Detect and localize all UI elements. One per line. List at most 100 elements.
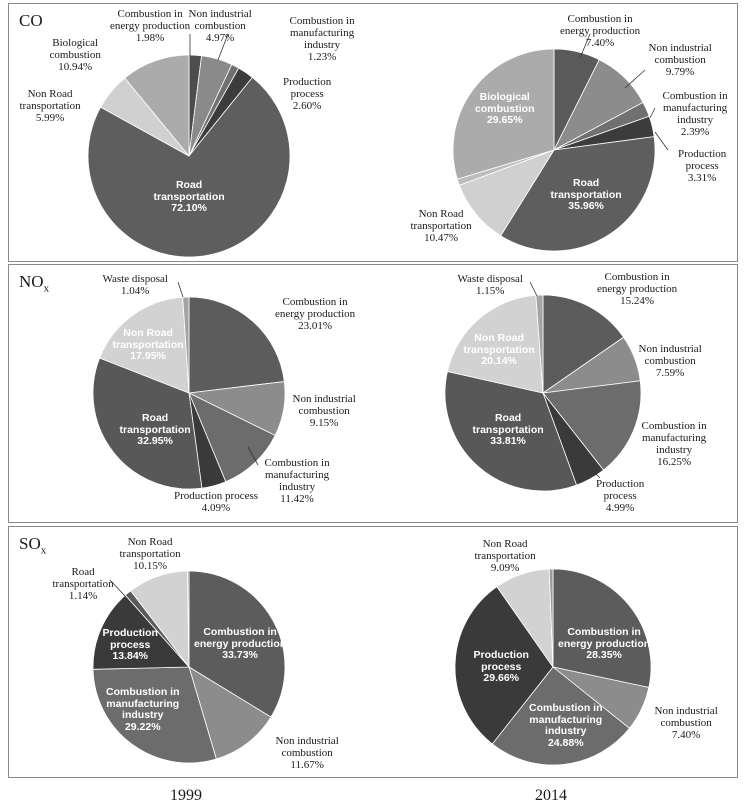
pie-slice-non-industrial-combustion: [188, 666, 272, 760]
slice-label-value: 4.99%: [605, 502, 635, 514]
slice-label-name: Production process: [678, 148, 727, 172]
pie-slice-combustion-in-manufacturing-industry: [491, 666, 631, 766]
slice-label-name: Road transportation: [52, 566, 114, 590]
slice-label-production-process: Production process 3.31%: [678, 148, 726, 184]
slice-label-value: 1.23%: [307, 51, 337, 63]
pie-slice-production-process: [92, 594, 190, 670]
slice-label-value: 7.59%: [655, 367, 685, 379]
slice-label-name: Combustion in manufacturing industry: [264, 457, 330, 493]
slice-label-combustion-in-manufacturing-industry: Combustion in manufacturing industry 16.25%: [642, 420, 707, 468]
pie-nox-2014: [444, 281, 642, 492]
pollutant-title-nox: NOx: [19, 272, 50, 295]
pie-slice-combustion-in-energy-production: [188, 570, 286, 718]
pie-slice-waste-disposal: [535, 294, 544, 394]
slice-label-value: 29.65%: [486, 114, 523, 126]
slice-label-name: Production process: [596, 478, 645, 502]
pie-co-2014: [452, 33, 669, 252]
slice-label-combustion-in-energy-production: Combustion in energy production 7.40%: [560, 13, 640, 49]
slice-label-combustion-in-manufacturing-industry: Combustion in manufacturing industry 1.23%: [290, 15, 355, 63]
slice-label-non-road-transportation: Non Road transportation 5.99%: [20, 88, 81, 124]
slice-label-name: Combustion in energy production: [597, 271, 678, 295]
slice-label-name: Biological combustion: [475, 91, 535, 115]
slice-label-name: Road transportation: [550, 177, 622, 201]
pie-slice-waste-disposal: [182, 296, 190, 394]
pie-slice-combustion-in-manufacturing-industry: [188, 392, 276, 483]
slice-label-name: Non industrial combustion: [275, 735, 339, 759]
slice-label-production-process: Production process 4.09%: [174, 490, 258, 514]
slice-label-combustion-in-manufacturing-industry: Combustion in manufacturing industry 2.39%: [663, 90, 728, 138]
pie-nox-1999: [92, 281, 286, 490]
slice-label-value: 10.94%: [58, 61, 93, 73]
pie-slice-combustion-in-energy-production: [542, 294, 625, 394]
pie-slice-other: [548, 568, 554, 668]
slice-label-value: 9.15%: [309, 417, 339, 429]
slice-label-name: Combustion in energy production: [558, 626, 651, 650]
co-panel: CO: [8, 3, 738, 262]
slice-label-combustion-in-energy-production: Combustion in energy production 23.01%: [275, 296, 355, 332]
slice-label-waste-disposal: Waste disposal 1.04%: [103, 273, 168, 297]
slice-label-name: Combustion in manufacturing industry: [529, 702, 603, 737]
slice-label-value: 9.09%: [490, 562, 520, 574]
leader-line: [109, 579, 126, 597]
leader-line: [624, 69, 646, 89]
pie-slice-production-process: [454, 586, 554, 745]
slice-label-non-road-transportation: Non Road transportation 10.47%: [411, 208, 472, 244]
slice-label-value: 32.95%: [137, 435, 173, 447]
slice-label-value: 16.25%: [657, 456, 691, 468]
leader-line: [177, 281, 184, 298]
slice-label-value: 20.14%: [481, 355, 517, 367]
slice-label-name: Non industrial combustion: [654, 705, 718, 729]
slice-label-combustion-in-energy-production: Combustion in energy production 28.35%: [558, 626, 651, 662]
pie-slice-non-road-transportation: [446, 294, 544, 394]
slice-label-value: 5.99%: [35, 112, 65, 124]
slice-label-name: Production process: [283, 76, 332, 100]
slice-label-value: 29.66%: [483, 672, 520, 684]
pie-slice-biological-combustion: [124, 54, 190, 158]
slice-label-combustion-in-energy-production: Combustion in energy production 1.98%: [110, 8, 190, 44]
slice-label-name: Non Road transportation: [474, 538, 536, 562]
slice-label-name: Non Road transportation: [19, 88, 81, 112]
slice-label-value: 33.73%: [222, 649, 258, 661]
leader-line: [654, 131, 669, 151]
slice-label-name: Combustion in manufacturing industry: [106, 686, 180, 721]
pie-sox-1999: [92, 570, 286, 764]
slice-label-value: 23.01%: [298, 320, 333, 332]
slice-label-non-industrial-combustion: Non industrial combustion 4.97%: [189, 8, 252, 44]
slice-label-value: 35.96%: [568, 200, 604, 212]
slice-label-name: Waste disposal: [457, 273, 523, 285]
pie-slice-non-road-transportation: [99, 296, 190, 394]
slice-label-name: Combustion in energy production: [194, 626, 287, 650]
year-label-1999: 1999: [170, 787, 202, 804]
slice-label-non-road-transportation: Non Road transportation 20.14%: [463, 332, 535, 368]
pie-slice-road-transportation: [444, 370, 578, 492]
slice-label-name: Road transportation: [119, 412, 191, 436]
pie-slice-road-transportation: [500, 136, 656, 252]
pie-slice-biological-combustion: [452, 48, 555, 180]
slice-label-name: Non Road transportation: [119, 536, 181, 560]
leader-line: [217, 33, 229, 61]
slice-label-name: Non Road transportation: [463, 332, 535, 356]
slice-label-production-process: Production process 29.66%: [473, 649, 529, 685]
slice-label-non-industrial-combustion: Non industrial combustion 9.79%: [649, 42, 712, 78]
slice-label-value: 1.15%: [476, 285, 505, 297]
slice-label-name: Road transportation: [153, 179, 225, 203]
slice-label-non-industrial-combustion: Non industrial combustion 9.15%: [293, 393, 356, 429]
pollutant-title-co: CO: [19, 11, 43, 30]
slice-label-combustion-in-manufacturing-industry: Combustion in manufacturing industry 29.22%: [106, 686, 180, 733]
slice-label-name: Non Road transportation: [112, 327, 184, 351]
leader-line: [247, 446, 259, 466]
pie-slice-combustion-in-manufacturing-industry: [542, 380, 642, 471]
slice-label-value: 72.10%: [171, 202, 207, 214]
slice-label-name: Production process: [473, 649, 529, 673]
slice-label-name: Production process: [174, 490, 259, 502]
leader-line: [649, 107, 656, 119]
slice-label-name: Non industrial combustion: [638, 343, 702, 367]
slice-label-production-process: Production process 4.99%: [596, 478, 644, 514]
slice-label-value: 29.22%: [124, 720, 161, 733]
slice-label-name: Biological combustion: [49, 37, 101, 61]
slice-label-value: 4.09%: [201, 502, 231, 514]
slice-label-name: Non Road transportation: [410, 208, 472, 232]
slice-label-value: 17.95%: [130, 350, 166, 362]
slice-label-non-road-transportation: Non Road transportation 9.09%: [475, 538, 536, 574]
